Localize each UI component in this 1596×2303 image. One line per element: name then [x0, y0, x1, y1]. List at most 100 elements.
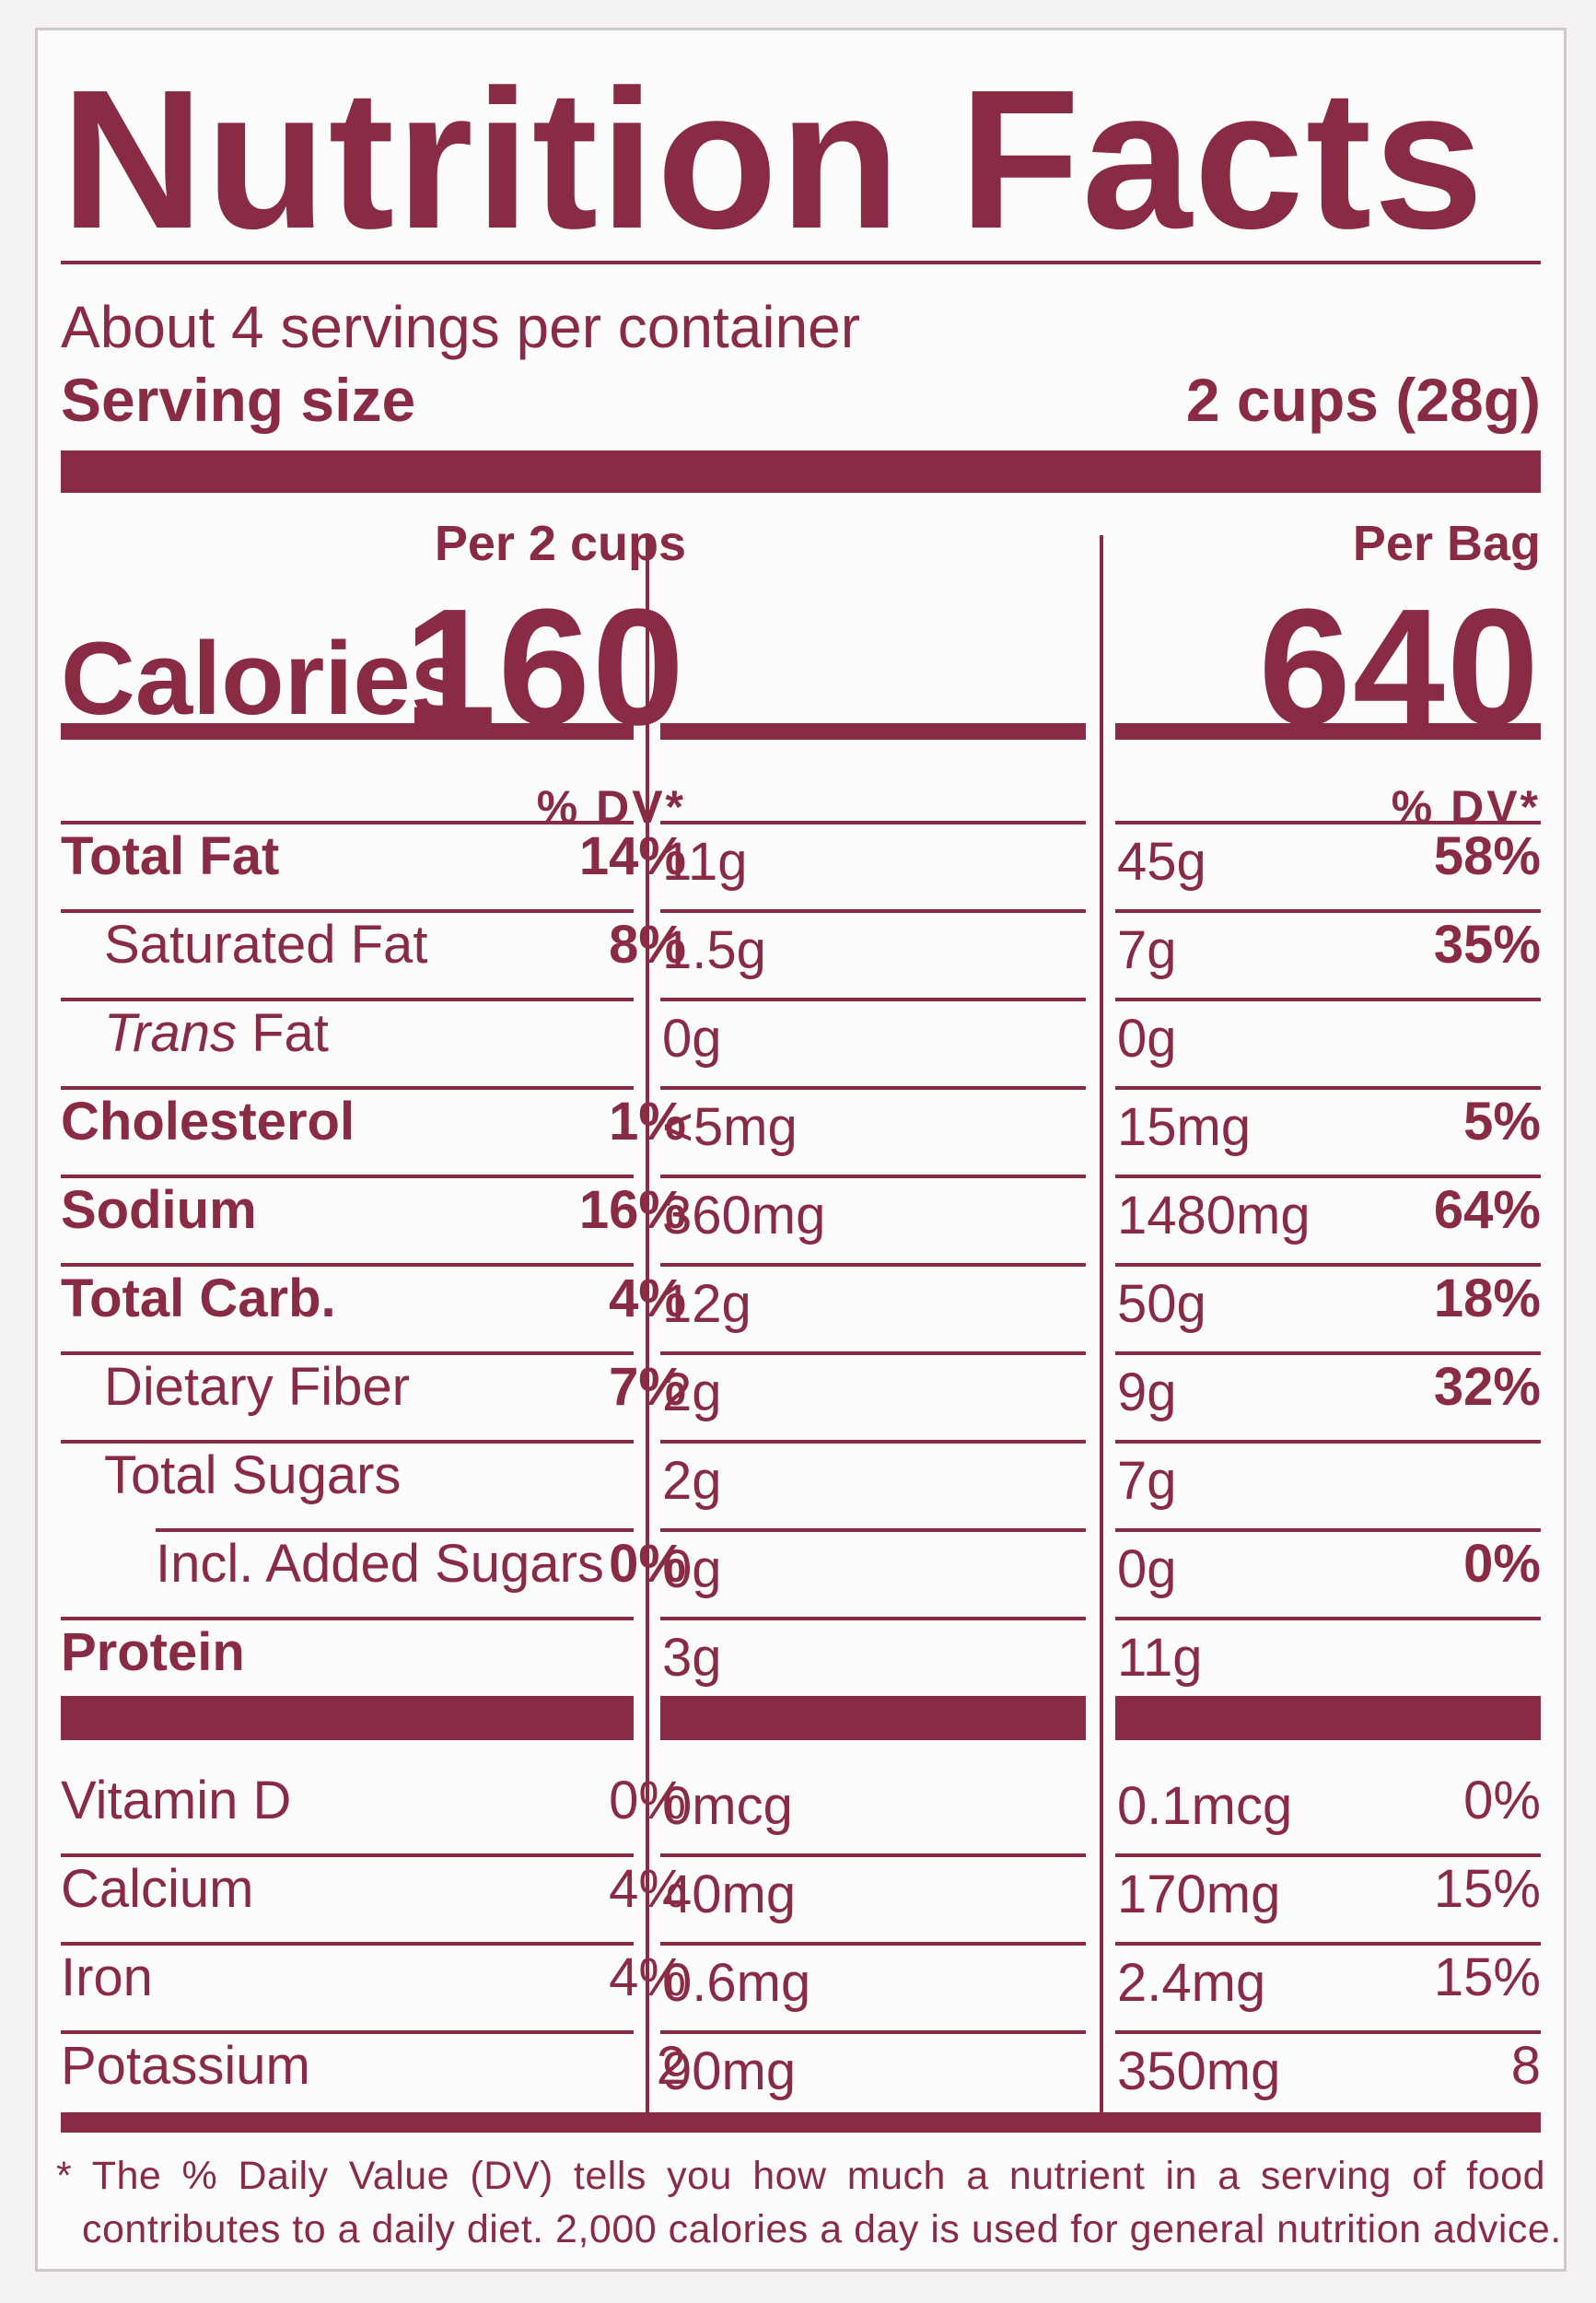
- amount-per-bag: 0g: [1117, 1539, 1177, 1599]
- amount-per-2-cups: 360mg: [662, 1186, 826, 1245]
- vitamin-rule-col3: [1115, 1942, 1541, 1946]
- vitamin-dv-per-bag: 15%: [1433, 1859, 1541, 1919]
- row-rule-col3: [1115, 1175, 1541, 1178]
- vitamin-rule-col1: [61, 2030, 634, 2034]
- amount-per-2-cups: 11g: [662, 832, 748, 892]
- amount-per-bag: 50g: [1117, 1274, 1206, 1334]
- vitamin-amount-per-2-cups: 0.6mg: [662, 1953, 811, 2013]
- nutrition-facts-panel: Nutrition Facts About 4 servings per con…: [35, 28, 1567, 2272]
- amount-per-2-cups: 12g: [662, 1274, 751, 1334]
- amount-per-bag: 1480mg: [1117, 1186, 1311, 1245]
- vitamin-dv-per-bag: 8: [1510, 2036, 1541, 2096]
- dv-per-2-cups: 7%: [609, 1357, 686, 1417]
- calories-label: Calories: [61, 621, 468, 736]
- row-rule-col3: [1115, 1440, 1541, 1444]
- footnote-line-1: * The % Daily Value (DV) tells you how m…: [56, 2154, 1545, 2198]
- column-header-per-2-cups: Per 2 cups: [434, 516, 686, 571]
- vitamin-amount-per-bag: 170mg: [1117, 1865, 1281, 1924]
- row-rule-col1: [61, 1086, 634, 1090]
- vitamin-name: Calcium: [61, 1859, 254, 1919]
- amount-per-bag: 7g: [1117, 1451, 1177, 1511]
- vitamin-dv-per-2-cups: 4%: [609, 1947, 686, 2007]
- row-rule-col1: [156, 1528, 634, 1532]
- nutrient-name-italic: Trans: [104, 1003, 237, 1063]
- vitamin-name: Vitamin D: [61, 1771, 292, 1830]
- calories-bar-1: [61, 723, 634, 740]
- nutrient-name: Total Fat: [61, 826, 280, 886]
- row-rule-col3: [1115, 909, 1541, 913]
- dv-per-bag: 35%: [1433, 915, 1541, 975]
- row-rule-col2: [660, 1440, 1086, 1444]
- nutrient-name: Saturated Fat: [104, 915, 428, 975]
- nutrient-name: Dietary Fiber: [104, 1357, 410, 1417]
- servings-per-container: About 4 servings per container: [61, 294, 861, 360]
- row-rule-col1: [61, 821, 634, 824]
- column-divider-2: [1100, 535, 1103, 2126]
- serving-size-label: Serving size: [61, 366, 416, 434]
- vitamin-rule-col3: [1115, 1853, 1541, 1857]
- column-divider-1: [646, 535, 649, 2126]
- dv-per-bag: 64%: [1433, 1180, 1541, 1240]
- row-rule-col3: [1115, 1617, 1541, 1620]
- row-rule-col1: [61, 1440, 634, 1444]
- vitamin-rule-col2: [660, 2030, 1086, 2034]
- nutrient-name: Sodium: [61, 1180, 257, 1240]
- dv-per-bag: 32%: [1433, 1357, 1541, 1417]
- label-title: Nutrition Facts: [61, 48, 1485, 270]
- row-rule-col1: [61, 1617, 634, 1620]
- row-rule-col3: [1115, 821, 1541, 824]
- vitamin-dv-per-2-cups: 2: [656, 2036, 686, 2096]
- vitamin-dv-per-bag: 0%: [1463, 1771, 1541, 1830]
- amount-per-2-cups: <5mg: [662, 1097, 798, 1157]
- nutrient-name: Protein: [61, 1622, 245, 1682]
- row-rule-col3: [1115, 1351, 1541, 1355]
- vitamin-amount-per-bag: 2.4mg: [1117, 1953, 1266, 2013]
- amount-per-2-cups: 3g: [662, 1628, 722, 1688]
- vitamin-bar-1: [61, 1696, 634, 1740]
- row-rule-col2: [660, 1086, 1086, 1090]
- thick-bar-top: [61, 450, 1541, 493]
- vitamin-rule-col3: [1115, 2030, 1541, 2034]
- row-rule-col2: [660, 909, 1086, 913]
- amount-per-2-cups: 2g: [662, 1362, 722, 1422]
- amount-per-bag: 7g: [1117, 920, 1177, 980]
- amount-per-2-cups: 1.5g: [662, 920, 766, 980]
- serving-size-value: 2 cups (28g): [1185, 366, 1541, 434]
- vitamin-amount-per-bag: 350mg: [1117, 2041, 1281, 2101]
- vitamin-name: Iron: [61, 1947, 153, 2007]
- amount-per-bag: 9g: [1117, 1362, 1177, 1422]
- row-rule-col2: [660, 1617, 1086, 1620]
- row-rule-col2: [660, 1351, 1086, 1355]
- vitamin-amount-per-2-cups: 40mg: [662, 1865, 797, 1924]
- dv-per-bag: 18%: [1433, 1268, 1541, 1328]
- row-rule-col1: [61, 909, 634, 913]
- calories-per-2-cups: 160: [403, 575, 686, 760]
- amount-per-bag: 11g: [1117, 1628, 1203, 1688]
- amount-per-2-cups: 0g: [662, 1539, 722, 1599]
- vitamin-amount-per-bag: 0.1mcg: [1117, 1776, 1293, 1836]
- vitamin-dv-per-2-cups: 0%: [609, 1771, 686, 1830]
- calories-per-bag: 640: [1258, 575, 1541, 760]
- vitamin-dv-per-2-cups: 4%: [609, 1859, 686, 1919]
- vitamin-rule-col2: [660, 1853, 1086, 1857]
- vitamin-dv-per-bag: 15%: [1433, 1947, 1541, 2007]
- vitamin-bar-2: [660, 1696, 1086, 1740]
- dv-per-bag: 0%: [1463, 1534, 1541, 1594]
- amount-per-2-cups: 2g: [662, 1451, 722, 1511]
- row-rule-col2: [660, 821, 1086, 824]
- dv-per-2-cups: 4%: [609, 1268, 686, 1328]
- vitamin-bar-3: [1115, 1696, 1541, 1740]
- nutrient-name: Trans Fat: [104, 1007, 329, 1060]
- amount-per-bag: 0g: [1117, 1009, 1177, 1069]
- row-rule-col2: [660, 998, 1086, 1001]
- row-rule-col3: [1115, 998, 1541, 1001]
- row-rule-col1: [61, 998, 634, 1001]
- row-rule-col2: [660, 1528, 1086, 1532]
- row-rule-col3: [1115, 1263, 1541, 1267]
- calories-bar-2: [660, 723, 1086, 740]
- vitamin-rule-col1: [61, 1853, 634, 1857]
- row-rule-col1: [61, 1351, 634, 1355]
- calories-bar-3: [1115, 723, 1541, 740]
- vitamin-amount-per-2-cups: 90mg: [662, 2041, 797, 2101]
- title-rule: [61, 261, 1541, 264]
